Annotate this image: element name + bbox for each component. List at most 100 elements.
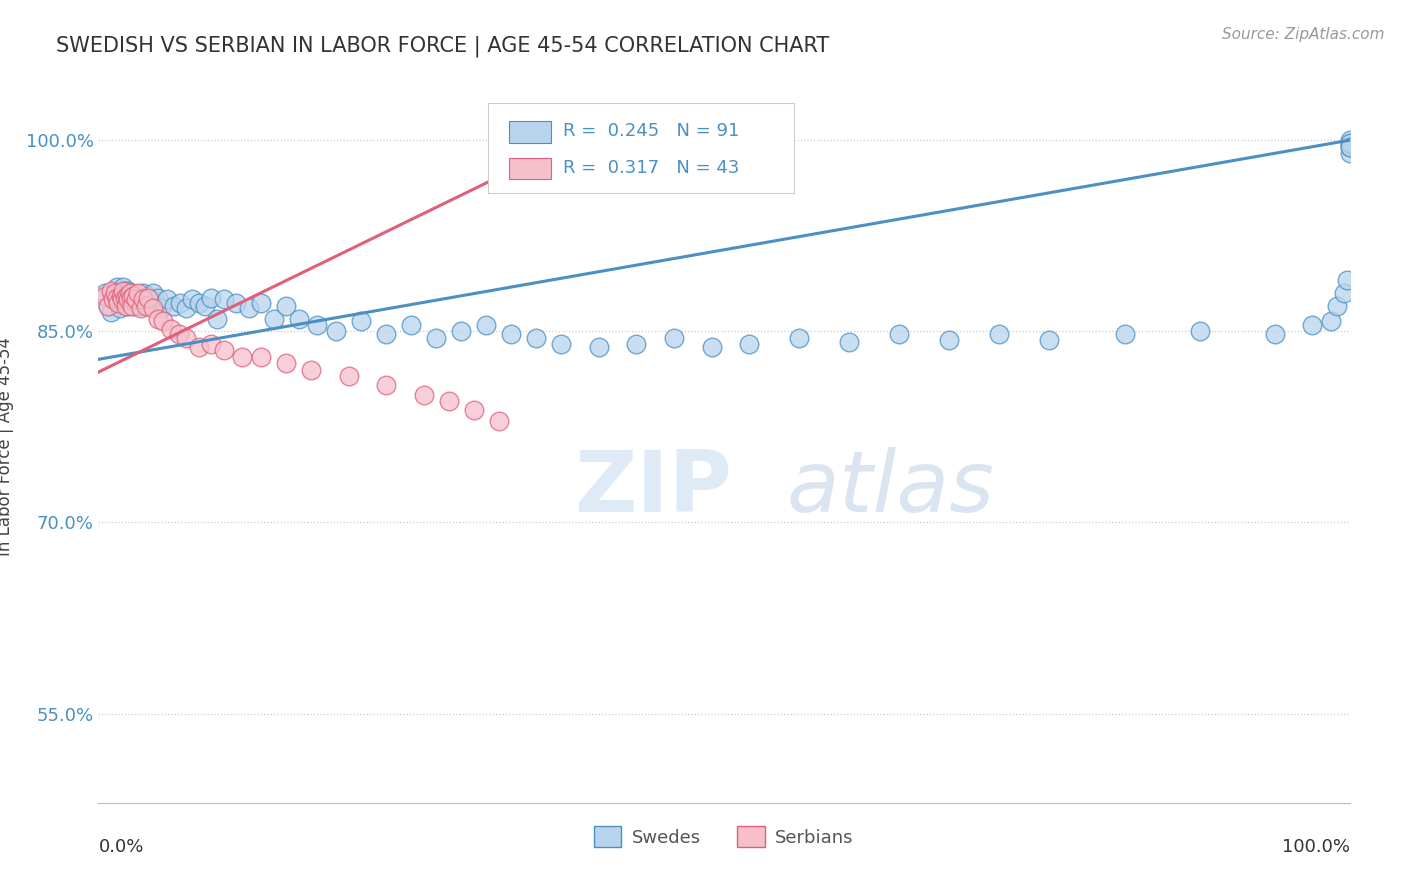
Point — [148, 291, 170, 305]
Point — [103, 286, 125, 301]
Point — [662, 331, 685, 345]
Point — [124, 293, 146, 307]
Point — [1301, 318, 1323, 332]
Point — [139, 293, 162, 307]
Point — [212, 293, 235, 307]
Point — [115, 291, 138, 305]
Point — [112, 296, 135, 310]
Point — [337, 368, 360, 383]
Point — [550, 337, 572, 351]
Text: R =  0.245   N = 91: R = 0.245 N = 91 — [562, 122, 740, 140]
Point — [488, 413, 510, 427]
Point — [114, 288, 136, 302]
Point — [117, 284, 139, 298]
Point — [112, 284, 135, 298]
Point — [588, 340, 610, 354]
Point — [162, 299, 184, 313]
Point — [117, 293, 139, 307]
Point — [169, 296, 191, 310]
Point — [375, 326, 398, 341]
Point — [325, 324, 347, 338]
Point — [148, 311, 170, 326]
Point — [375, 377, 398, 392]
Point — [127, 293, 149, 307]
Point — [231, 350, 253, 364]
Point — [475, 318, 498, 332]
Point — [93, 288, 115, 302]
Point — [181, 293, 204, 307]
Point — [626, 337, 648, 351]
Point — [150, 301, 173, 316]
Point — [100, 305, 122, 319]
Point — [250, 296, 273, 310]
Point — [401, 318, 423, 332]
Point — [107, 296, 129, 310]
Point — [938, 333, 960, 347]
Point — [425, 331, 447, 345]
Point — [115, 284, 138, 298]
Point — [1339, 139, 1361, 153]
Point — [1339, 133, 1361, 147]
Point — [127, 288, 149, 302]
Text: SWEDISH VS SERBIAN IN LABOR FORCE | AGE 45-54 CORRELATION CHART: SWEDISH VS SERBIAN IN LABOR FORCE | AGE … — [56, 36, 830, 57]
Point — [145, 296, 167, 310]
Text: Source: ZipAtlas.com: Source: ZipAtlas.com — [1222, 27, 1385, 42]
Point — [350, 314, 373, 328]
Point — [103, 293, 125, 307]
Point — [1320, 314, 1343, 328]
Point — [307, 318, 329, 332]
Text: 0.0%: 0.0% — [98, 838, 143, 856]
Point — [1339, 136, 1361, 150]
Point — [142, 286, 165, 301]
Point — [1339, 139, 1361, 153]
Text: 100.0%: 100.0% — [1282, 838, 1350, 856]
Text: atlas: atlas — [787, 447, 994, 531]
Point — [787, 331, 810, 345]
Point — [122, 288, 145, 302]
Point — [156, 293, 179, 307]
Point — [121, 286, 143, 301]
Point — [129, 301, 152, 316]
Point — [1264, 326, 1286, 341]
Point — [1333, 286, 1355, 301]
Point — [93, 286, 115, 301]
Point — [111, 288, 134, 302]
Point — [118, 296, 141, 310]
Point — [167, 326, 190, 341]
Point — [135, 296, 157, 310]
Point — [250, 350, 273, 364]
Point — [187, 340, 209, 354]
Point — [174, 331, 197, 345]
Point — [200, 291, 222, 305]
Point — [524, 331, 547, 345]
Point — [107, 296, 129, 310]
Point — [97, 299, 120, 313]
Point — [700, 340, 723, 354]
Point — [274, 299, 298, 313]
Point — [110, 293, 132, 307]
Point — [122, 299, 145, 313]
Point — [174, 301, 197, 316]
Point — [299, 362, 322, 376]
Point — [125, 296, 148, 310]
Point — [152, 314, 174, 328]
Point — [105, 291, 128, 305]
Y-axis label: In Labor Force | Age 45-54: In Labor Force | Age 45-54 — [0, 336, 14, 556]
Point — [115, 288, 138, 302]
Point — [889, 326, 911, 341]
Point — [501, 326, 523, 341]
Point — [142, 301, 165, 316]
Point — [207, 311, 229, 326]
Point — [128, 299, 150, 313]
Point — [131, 291, 153, 305]
Point — [187, 296, 209, 310]
Point — [115, 299, 138, 313]
Point — [108, 301, 131, 316]
Point — [1336, 273, 1358, 287]
Point — [263, 311, 285, 326]
Point — [838, 334, 860, 349]
Point — [135, 299, 157, 313]
Point — [200, 337, 222, 351]
Point — [287, 311, 309, 326]
FancyBboxPatch shape — [509, 121, 551, 143]
